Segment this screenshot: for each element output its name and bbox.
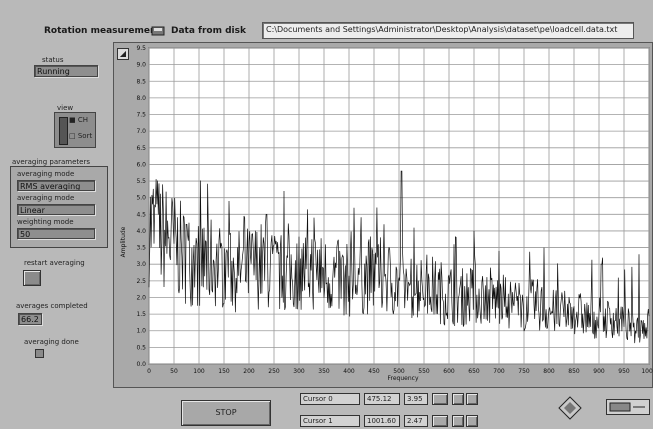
x-tick-label: 400 bbox=[343, 368, 355, 375]
y-tick-label: 5.5 bbox=[136, 178, 146, 185]
y-tick-label: 6.0 bbox=[136, 161, 146, 168]
cursor-mover-icon[interactable] bbox=[558, 396, 582, 420]
param-label: averaging mode bbox=[17, 194, 75, 202]
view-option-ch[interactable]: ■ CH bbox=[69, 116, 88, 124]
y-tick-label: 7.5 bbox=[136, 112, 146, 119]
radio-icon: ■ bbox=[69, 116, 78, 124]
x-tick-label: 350 bbox=[318, 368, 330, 375]
graph-palette-icon[interactable]: ◢ bbox=[117, 48, 129, 60]
cursor-1-x[interactable]: 1001.60 bbox=[364, 415, 400, 427]
spectrum-trace bbox=[148, 170, 650, 344]
x-tick-label: 750 bbox=[518, 368, 530, 375]
cursor-1-move-button[interactable] bbox=[432, 415, 448, 427]
y-tick-label: 4.0 bbox=[136, 228, 146, 235]
x-tick-label: 800 bbox=[543, 368, 555, 375]
x-tick-label: 550 bbox=[418, 368, 430, 375]
param-label: weighting mode bbox=[17, 218, 74, 226]
averaging-parameters-label: averaging parameters bbox=[12, 158, 91, 166]
averaging-parameters-cluster: averaging mode RMS averaging averaging m… bbox=[10, 166, 108, 248]
y-tick-label: 4.5 bbox=[136, 211, 146, 218]
status-label: status bbox=[42, 56, 64, 64]
y-tick-label: 0.5 bbox=[136, 344, 146, 351]
restart-averaging-button[interactable] bbox=[23, 270, 41, 286]
y-tick-label: 8.5 bbox=[136, 78, 146, 85]
x-tick-label: 600 bbox=[443, 368, 455, 375]
view-selector[interactable]: ■ CH □ Sort bbox=[54, 112, 96, 148]
cursor-1-name[interactable]: Cursor 1 bbox=[300, 415, 360, 427]
x-tick-label: 450 bbox=[368, 368, 380, 375]
cursor-0-lock-button[interactable] bbox=[452, 393, 464, 405]
x-tick-label: 250 bbox=[268, 368, 280, 375]
y-tick-label: 3.0 bbox=[136, 261, 146, 268]
y-tick-label: 3.5 bbox=[136, 245, 146, 252]
averages-completed-indicator: 66.2 bbox=[18, 313, 42, 325]
radio-icon: □ bbox=[69, 132, 78, 140]
stop-button[interactable]: STOP bbox=[181, 400, 271, 426]
x-tick-label: 1000 bbox=[641, 368, 653, 375]
x-axis-label: Frequency bbox=[388, 375, 419, 382]
x-tick-label: 50 bbox=[170, 368, 178, 375]
y-tick-label: 9.5 bbox=[136, 45, 146, 52]
param-label: averaging mode bbox=[17, 170, 75, 178]
x-tick-label: 0 bbox=[147, 368, 151, 375]
number-of-averages-field[interactable]: 50 bbox=[17, 228, 95, 239]
y-tick-label: 2.0 bbox=[136, 294, 146, 301]
x-tick-label: 700 bbox=[493, 368, 505, 375]
y-tick-label: 1.0 bbox=[136, 328, 146, 335]
cursor-0-move-button[interactable] bbox=[432, 393, 448, 405]
cursor-1-lock-button[interactable] bbox=[452, 415, 464, 427]
view-label: view bbox=[57, 104, 74, 112]
cursor-0-x[interactable]: 475.12 bbox=[364, 393, 400, 405]
y-tick-label: 9.0 bbox=[136, 62, 146, 69]
data-source-label: Data from disk bbox=[171, 26, 246, 36]
y-tick-label: 0.0 bbox=[136, 361, 146, 368]
y-tick-label: 8.0 bbox=[136, 95, 146, 102]
disk-icon bbox=[151, 26, 165, 36]
y-tick-label: 1.5 bbox=[136, 311, 146, 318]
x-tick-label: 950 bbox=[618, 368, 630, 375]
cursor-1-y[interactable]: 2.47 bbox=[404, 415, 428, 427]
status-indicator: Running bbox=[34, 65, 98, 77]
x-tick-label: 650 bbox=[468, 368, 480, 375]
restart-averaging-label: restart averaging bbox=[24, 259, 85, 267]
x-tick-label: 200 bbox=[243, 368, 255, 375]
x-tick-label: 500 bbox=[393, 368, 405, 375]
averages-completed-label: averages completed bbox=[16, 302, 88, 310]
averaging-mode-select[interactable]: RMS averaging bbox=[17, 180, 95, 191]
x-tick-label: 150 bbox=[218, 368, 230, 375]
cursor-0-name[interactable]: Cursor 0 bbox=[300, 393, 360, 405]
averaging-done-label: averaging done bbox=[24, 338, 79, 346]
cursor-panel: Cursor 0 475.12 3.95 Cursor 1 1001.60 2.… bbox=[298, 393, 498, 429]
y-tick-label: 6.5 bbox=[136, 145, 146, 152]
y-tick-label: 7.0 bbox=[136, 128, 146, 135]
spectrum-graph[interactable]: Amplitude Frequency 0.0 0.5 1.0 1.5 2.0 2.5 3.… bbox=[113, 42, 653, 388]
cursor-0-style-button[interactable] bbox=[466, 393, 478, 405]
cursor-1-style-button[interactable] bbox=[466, 415, 478, 427]
weighting-mode-select[interactable]: Linear bbox=[17, 204, 95, 215]
y-axis-label: Amplitude bbox=[120, 226, 127, 257]
view-option-sort[interactable]: □ Sort bbox=[69, 132, 93, 140]
x-tick-label: 100 bbox=[193, 368, 205, 375]
file-path-field[interactable]: C:\Documents and Settings\Administrator\… bbox=[262, 22, 634, 39]
averaging-done-led bbox=[35, 349, 44, 358]
app-title: Rotation measurement bbox=[44, 26, 161, 36]
cursor-0-y[interactable]: 3.95 bbox=[404, 393, 428, 405]
x-tick-label: 900 bbox=[593, 368, 605, 375]
y-tick-label: 2.5 bbox=[136, 278, 146, 285]
zoom-tool-icon[interactable] bbox=[606, 399, 650, 415]
x-tick-label: 300 bbox=[293, 368, 305, 375]
y-tick-label: 5.0 bbox=[136, 195, 146, 202]
x-tick-label: 850 bbox=[568, 368, 580, 375]
